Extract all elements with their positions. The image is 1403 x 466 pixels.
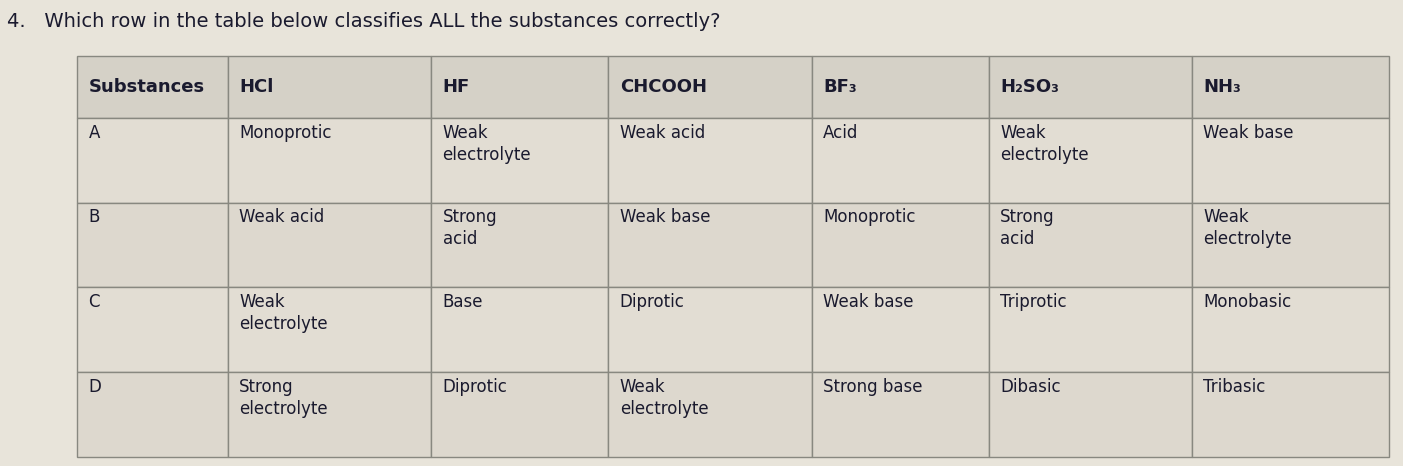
Bar <box>1193 203 1389 288</box>
Bar <box>812 56 989 118</box>
Text: Strong
acid: Strong acid <box>1000 208 1055 248</box>
Text: Monoprotic: Monoprotic <box>824 208 916 226</box>
Text: H₂SO₃: H₂SO₃ <box>1000 78 1059 96</box>
Bar <box>609 288 812 372</box>
Bar <box>77 288 229 372</box>
Bar <box>229 203 431 288</box>
Text: Strong base: Strong base <box>824 377 923 396</box>
Text: C: C <box>88 293 100 311</box>
Text: Dibasic: Dibasic <box>1000 377 1061 396</box>
Bar <box>229 56 431 118</box>
Bar <box>1193 118 1389 203</box>
Text: Diprotic: Diprotic <box>620 293 685 311</box>
Bar <box>431 56 609 118</box>
Bar <box>77 203 229 288</box>
Bar <box>77 372 229 457</box>
Text: BF₃: BF₃ <box>824 78 857 96</box>
Bar <box>229 118 431 203</box>
Text: Weak
electrolyte: Weak electrolyte <box>1000 123 1089 164</box>
Text: HCl: HCl <box>240 78 274 96</box>
Bar <box>989 288 1193 372</box>
Text: A: A <box>88 123 100 142</box>
Text: Weak acid: Weak acid <box>240 208 324 226</box>
Bar <box>431 372 609 457</box>
Text: Weak
electrolyte: Weak electrolyte <box>240 293 328 333</box>
Bar <box>812 372 989 457</box>
Bar <box>77 118 229 203</box>
Text: B: B <box>88 208 100 226</box>
Bar <box>989 203 1193 288</box>
Bar <box>989 56 1193 118</box>
Bar <box>812 118 989 203</box>
Bar <box>989 118 1193 203</box>
Bar <box>812 203 989 288</box>
Text: Weak acid: Weak acid <box>620 123 704 142</box>
Text: Weak
electrolyte: Weak electrolyte <box>620 377 709 418</box>
Bar <box>609 203 812 288</box>
Text: Weak base: Weak base <box>620 208 710 226</box>
Text: NH₃: NH₃ <box>1204 78 1242 96</box>
Bar <box>609 372 812 457</box>
Text: Monoprotic: Monoprotic <box>240 123 331 142</box>
Bar <box>1193 288 1389 372</box>
Text: Weak
electrolyte: Weak electrolyte <box>1204 208 1292 248</box>
Text: 4.   Which row in the table below classifies ALL the substances correctly?: 4. Which row in the table below classifi… <box>7 12 721 31</box>
Bar <box>77 56 229 118</box>
Text: D: D <box>88 377 101 396</box>
Text: Monobasic: Monobasic <box>1204 293 1292 311</box>
Bar <box>431 118 609 203</box>
Bar <box>812 288 989 372</box>
Text: Tribasic: Tribasic <box>1204 377 1266 396</box>
Bar <box>609 56 812 118</box>
Text: Substances: Substances <box>88 78 205 96</box>
Bar <box>229 288 431 372</box>
Bar <box>1193 56 1389 118</box>
Bar <box>609 118 812 203</box>
Text: Weak base: Weak base <box>824 293 913 311</box>
Text: CHCOOH: CHCOOH <box>620 78 707 96</box>
Text: Weak
electrolyte: Weak electrolyte <box>442 123 532 164</box>
Bar <box>431 288 609 372</box>
Bar <box>989 372 1193 457</box>
Text: Strong
electrolyte: Strong electrolyte <box>240 377 328 418</box>
Text: Weak base: Weak base <box>1204 123 1294 142</box>
Bar <box>1193 372 1389 457</box>
Bar <box>229 372 431 457</box>
Text: Base: Base <box>442 293 483 311</box>
Text: Triprotic: Triprotic <box>1000 293 1066 311</box>
Text: Acid: Acid <box>824 123 859 142</box>
Text: HF: HF <box>442 78 470 96</box>
Text: Diprotic: Diprotic <box>442 377 508 396</box>
Text: Strong
acid: Strong acid <box>442 208 497 248</box>
Bar <box>431 203 609 288</box>
